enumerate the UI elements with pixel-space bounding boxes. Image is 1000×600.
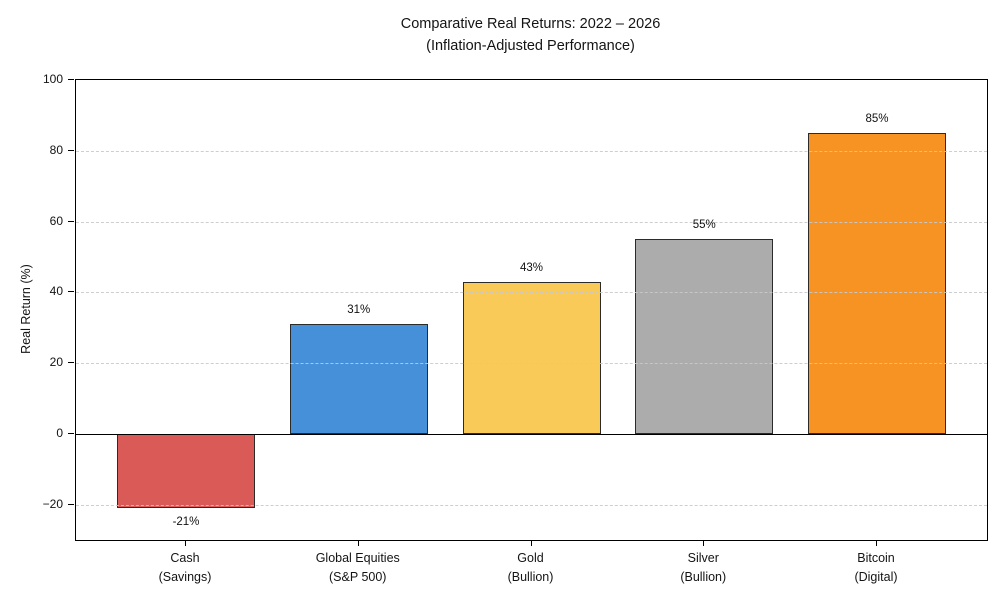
x-tick-label-line: Global Equities: [315, 551, 400, 565]
y-tick-mark-100: [68, 79, 74, 81]
x-tick-mark-0: [185, 540, 187, 546]
gridline-40: [76, 292, 987, 294]
y-tick-label-40: 40: [49, 284, 63, 299]
y-tick-label-0: 0: [56, 425, 63, 440]
gridline-60: [76, 221, 987, 223]
x-tick-label-line: Silver: [687, 551, 719, 565]
x-tick-label-line: (Digital): [854, 570, 898, 584]
bar-value-label-1: 31%: [347, 304, 371, 317]
chart-title: Comparative Real Returns: 2022 – 2026: [400, 16, 661, 32]
chart-title-block: Comparative Real Returns: 2022 – 2026 (I…: [75, 13, 986, 57]
x-tick-label-line: Gold: [517, 551, 544, 565]
y-tick-mark-40: [68, 291, 74, 293]
bar-value-label-3: 55%: [692, 219, 716, 232]
gridline-20: [76, 363, 987, 365]
y-tick-mark--20: [68, 503, 74, 505]
bar-value-label-2: 43%: [519, 261, 544, 274]
bar-0: [117, 433, 255, 509]
zero-line: [76, 433, 987, 435]
plot-area: -21% 31% 43% 55% 85%: [75, 79, 988, 541]
bar-2: [462, 281, 601, 434]
gridline--20: [76, 504, 987, 506]
x-tick-mark-3: [703, 540, 705, 546]
y-tick-label-80: 80: [49, 142, 63, 157]
y-tick-mark-0: [68, 432, 74, 435]
y-tick-label-100: 100: [42, 72, 63, 86]
x-tick-mark-2: [530, 540, 532, 546]
y-tick-label-60: 60: [49, 213, 63, 228]
x-tick-mark-4: [876, 540, 878, 546]
x-tick-mark-1: [357, 540, 359, 546]
y-tick-mark-60: [68, 220, 74, 222]
bar-1: [289, 324, 428, 434]
y-axis-label: Real Return (%): [19, 264, 33, 354]
x-tick-label-line: (Bullion): [680, 570, 727, 584]
bar-value-label-4: 85%: [865, 113, 889, 126]
x-tick-label-4: Bitcoin (Digital): [791, 549, 961, 587]
x-tick-label-line: Bitcoin: [857, 551, 895, 565]
x-tick-label-line: (Savings): [158, 570, 212, 584]
x-tick-label-line: (Bullion): [507, 570, 554, 584]
bar-3: [635, 239, 774, 434]
y-tick-mark-20: [68, 362, 74, 364]
x-tick-label-line: (S&P 500): [329, 570, 387, 584]
bar-value-label-0: -21%: [172, 516, 200, 529]
chart-subtitle: (Inflation-Adjusted Performance): [426, 38, 635, 54]
y-tick-label-20: 20: [49, 355, 63, 370]
x-tick-label-line: Cash: [170, 551, 200, 565]
x-tick-label-3: Silver (Bullion): [618, 549, 788, 587]
x-tick-label-0: Cash (Savings): [100, 549, 270, 587]
gridline-80: [76, 150, 987, 152]
bar-4: [808, 133, 946, 434]
x-tick-label-1: Global Equities (S&P 500): [273, 549, 443, 587]
x-tick-label-2: Gold (Bullion): [446, 549, 616, 587]
y-tick-mark-80: [68, 149, 74, 151]
y-tick-label--20: −20: [42, 496, 63, 511]
